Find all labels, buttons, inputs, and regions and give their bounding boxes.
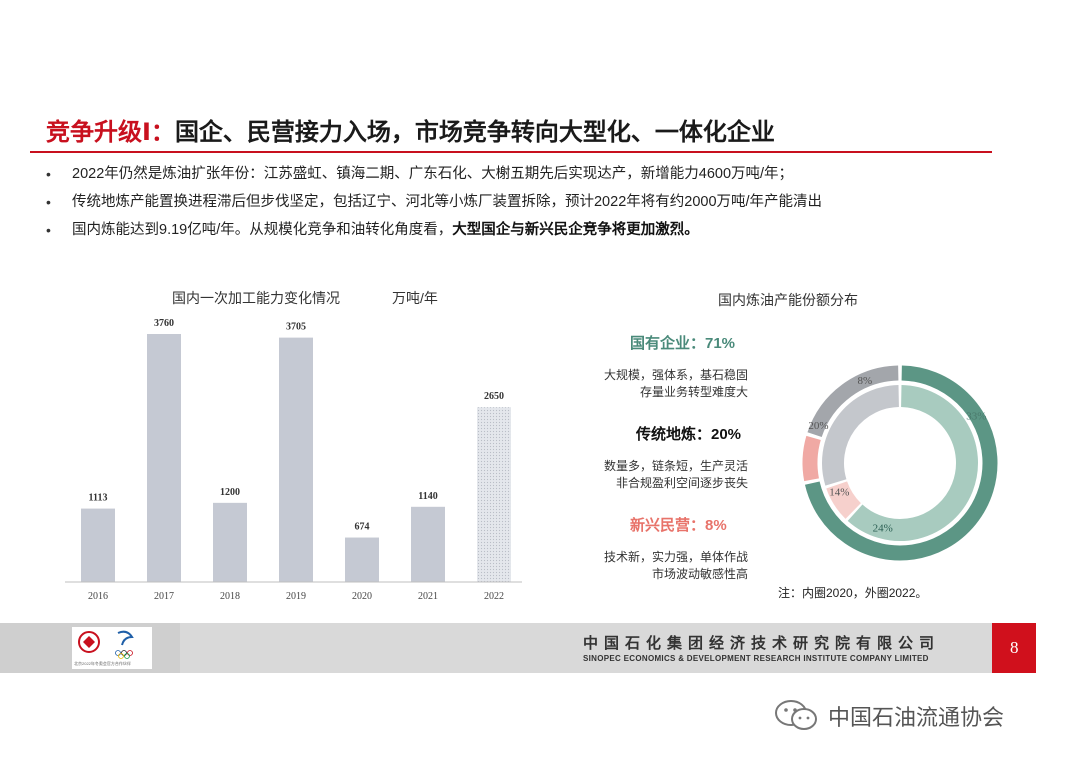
segment-desc-private: 技术新，实力强，单体作战 市场波动敏感性高 <box>604 549 748 583</box>
bar-2016 <box>81 508 115 582</box>
page-number-box <box>992 623 1036 673</box>
donut-chart-title: 国内炼油产能份额分布 <box>718 292 858 308</box>
bar-value-label: 1200 <box>220 487 240 498</box>
donut-slice-outer-0 <box>804 365 998 561</box>
bullet-dot-icon: • <box>46 166 51 182</box>
bar-value-label: 3760 <box>154 318 174 329</box>
bullet-text: 国内炼能达到9.19亿吨/年。从规模化竞争和油转化角度看， <box>72 222 453 238</box>
logo-caption: 北京2022年冬奥会官方合作伙伴 <box>74 661 131 666</box>
bar-chart: 1113 2016 3760 2017 1200 2018 3705 2019 674 2020 1… <box>65 318 522 602</box>
segment-desc-line: 数量多，链条短，生产灵活 <box>603 459 748 473</box>
segment-title-private: 新兴民营：8% <box>630 517 727 534</box>
olympic-logo-icon <box>115 630 134 659</box>
page-title-prefix: 竞争升级Ⅰ： <box>46 119 175 146</box>
segment-desc-line: 市场波动敏感性高 <box>651 567 748 581</box>
segment-desc-line: 技术新，实力强，单体作战 <box>603 550 748 564</box>
page-title-main: 国企、民营接力入场，市场竞争转向大型化、一体化企业 <box>174 119 775 146</box>
bar-2018 <box>213 502 247 582</box>
segment-title-traditional: 传统地炼：20% <box>636 426 742 443</box>
bar-value-label: 1113 <box>89 493 108 504</box>
donut-slice-outer-2 <box>807 365 899 438</box>
bullet-dot-icon: • <box>46 194 51 210</box>
segment-title-state: 国有企业：71% <box>630 335 736 352</box>
donut-data-label: 24% <box>873 523 893 535</box>
bullet-bold-text: 大型国企与新兴民企竞争将更加激烈。 <box>452 222 699 238</box>
wechat-icon <box>775 700 817 730</box>
bar-value-label: 2650 <box>484 391 504 402</box>
bar-2017 <box>147 334 181 582</box>
donut-data-label: 8% <box>857 375 872 387</box>
sinopec-logo-icon <box>78 631 100 653</box>
bar-value-label: 674 <box>355 522 370 533</box>
bar-value-label: 1140 <box>418 491 437 502</box>
donut-note: 注：内圈2020，外圈2022。 <box>778 586 928 600</box>
donut-slice-outer-1 <box>802 435 821 482</box>
bar-2022 <box>477 407 511 582</box>
bullet-item: • 2022年仍然是炼油扩张年份：江苏盛虹、镇海二期、广东石化、大榭五期先后实现达… <box>40 160 822 188</box>
segment-desc-line: 非合规盈利空间逐步丧失 <box>615 476 748 490</box>
footer-band <box>0 623 992 673</box>
x-tick-label: 2019 <box>286 591 306 602</box>
footer-company-en: SINOPEC ECONOMICS & DEVELOPMENT RESEARCH… <box>583 654 929 663</box>
bar-value-label: 3705 <box>286 322 306 333</box>
bar-2021 <box>411 506 445 582</box>
segment-desc-line: 存量业务转型难度大 <box>639 385 748 399</box>
x-tick-label: 2017 <box>154 591 174 602</box>
bullet-item: • 传统地炼产能置换进程滞后但步伐坚定，包括辽宁、河北等小炼厂装置拆除，预计202… <box>40 188 822 216</box>
bar-2020 <box>345 537 379 582</box>
bullet-text: 传统地炼产能置换进程滞后但步伐坚定，包括辽宁、河北等小炼厂装置拆除，预计2022… <box>72 194 823 210</box>
bar-chart-title: 国内一次加工能力变化情况 <box>172 290 340 306</box>
donut-chart: 33% 24% 14% 20% 8% <box>802 365 998 561</box>
page-number: 8 <box>1010 638 1019 657</box>
x-tick-label: 2022 <box>484 591 504 602</box>
segment-desc-line: 大规模，强体系，基石稳固 <box>603 368 748 382</box>
watermark-text: 中国石油流通协会 <box>828 705 1005 730</box>
donut-data-label: 33% <box>966 410 986 422</box>
bar-chart-unit: 万吨/年 <box>392 290 438 306</box>
donut-slice-inner-2 <box>822 385 900 486</box>
segment-desc-state: 大规模，强体系，基石稳固 存量业务转型难度大 <box>604 367 748 401</box>
segment-desc-traditional: 数量多，链条短，生产灵活 非合规盈利空间逐步丧失 <box>604 458 748 492</box>
bullet-list: • 2022年仍然是炼油扩张年份：江苏盛虹、镇海二期、广东石化、大榭五期先后实现达… <box>40 160 822 244</box>
x-tick-label: 2020 <box>352 591 372 602</box>
footer-company-cn: 中国石化集团经济技术研究院有限公司 <box>583 635 941 652</box>
x-tick-label: 2016 <box>88 591 108 602</box>
donut-slice-inner-0 <box>847 385 978 541</box>
bullet-text: 2022年仍然是炼油扩张年份：江苏盛虹、镇海二期、广东石化、大榭五期先后实现达产… <box>72 166 794 182</box>
x-tick-label: 2018 <box>220 591 240 602</box>
donut-data-label: 20% <box>808 420 828 432</box>
footer-logos: 北京2022年冬奥会官方合作伙伴 <box>72 627 152 669</box>
donut-slice-inner-1 <box>826 480 862 519</box>
page-title: 竞争升级Ⅰ：国企、民营接力入场，市场竞争转向大型化、一体化企业 <box>46 112 775 147</box>
donut-data-label: 14% <box>829 486 849 498</box>
x-tick-label: 2021 <box>418 591 438 602</box>
title-divider <box>30 151 992 153</box>
bullet-dot-icon: • <box>46 222 51 238</box>
bullet-item: • 国内炼能达到9.19亿吨/年。从规模化竞争和油转化角度看，大型国企与新兴民企竞… <box>40 216 822 244</box>
bar-2019 <box>279 337 313 582</box>
